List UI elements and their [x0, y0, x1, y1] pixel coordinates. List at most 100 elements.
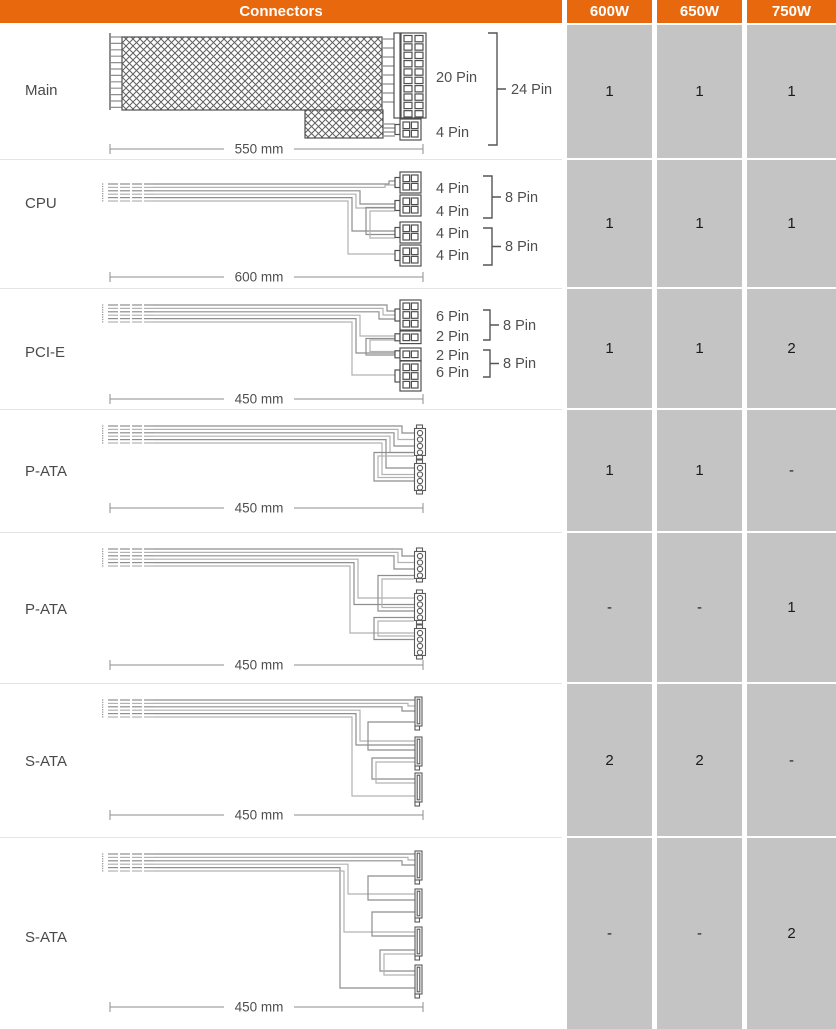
pin-label: 2 Pin — [436, 348, 469, 364]
header-watt-600: 600W — [567, 0, 652, 23]
value-pcie-650w: 1 — [657, 289, 742, 410]
header-watt-650: 650W — [657, 0, 742, 23]
pin-label: 4 Pin — [436, 125, 469, 141]
wire-bundle — [102, 183, 154, 202]
row-label: PCI-E — [25, 344, 65, 361]
value-sata2-750w: 2 — [747, 838, 836, 1029]
column-gap — [652, 684, 657, 838]
diagram-cpu-cable: CPU 4 Pin 4 Pin 4 Pin 4 Pin 8 Pin — [0, 160, 562, 289]
pata-cable-diagram: P-ATA 450 mm — [25, 547, 427, 673]
cpu-cable-diagram: CPU 4 Pin 4 Pin 4 Pin 4 Pin 8 Pin — [25, 171, 538, 285]
bracket-8pin — [483, 227, 501, 266]
diagram-sata-cable-2: S-ATA 450 mm — [0, 838, 562, 1029]
length-label: 450 mm — [235, 392, 284, 407]
connector-sata — [414, 736, 423, 771]
value-main-650w: 1 — [657, 25, 742, 160]
measurement: 600 mm — [109, 270, 424, 285]
value-sata1-650w: 2 — [657, 684, 742, 838]
value-sata1-750w: - — [747, 684, 836, 838]
header-divider — [0, 23, 836, 25]
diagram-pata-cable-2: P-ATA 450 mm — [0, 533, 562, 684]
connector-molex — [413, 589, 427, 625]
column-gap — [742, 533, 747, 684]
column-gap — [742, 25, 747, 160]
row-divider — [0, 683, 562, 684]
pin-label: 6 Pin — [436, 365, 469, 381]
connector-6pin — [394, 360, 422, 392]
bracket-8pin — [483, 349, 499, 378]
column-gap — [742, 160, 747, 289]
connector-6pin — [394, 299, 422, 331]
wire-bundle — [102, 699, 154, 718]
wire-bundle — [102, 853, 154, 872]
connector-sata — [414, 696, 423, 731]
measurement: 550 mm — [109, 142, 424, 157]
connector-molex — [413, 547, 427, 583]
length-label: 550 mm — [235, 142, 284, 157]
row-label: P-ATA — [25, 463, 67, 480]
row-divider — [0, 837, 562, 838]
column-gap — [562, 533, 567, 684]
pata-cable-diagram: P-ATA 450 mm — [25, 424, 427, 516]
bracket-8pin — [483, 175, 501, 219]
row-label: S-ATA — [25, 753, 67, 770]
wires — [154, 180, 395, 255]
column-gap — [562, 160, 567, 289]
diagram-main-cable: Main 20 Pin 4 Pin — [0, 25, 562, 160]
wire-stubs — [110, 36, 122, 108]
column-gap — [562, 684, 567, 838]
value-sata2-650w: - — [657, 838, 742, 1029]
column-gap — [742, 0, 747, 23]
value-cpu-750w: 1 — [747, 160, 836, 289]
header-connectors: Connectors — [0, 0, 562, 23]
connector-sata — [414, 964, 423, 999]
row-label: P-ATA — [25, 601, 67, 618]
connector-4pin — [394, 244, 422, 267]
wires — [154, 548, 414, 641]
wires — [154, 853, 415, 989]
connector-20pin-cells — [403, 34, 424, 118]
wire-bundle — [102, 548, 154, 567]
length-label: 600 mm — [235, 270, 284, 285]
row-label: CPU — [25, 195, 57, 212]
header-watt-750: 750W — [747, 0, 836, 23]
value-main-750w: 1 — [747, 25, 836, 160]
pin-label: 2 Pin — [436, 329, 469, 345]
value-pata1-650w: 1 — [657, 410, 742, 533]
pin-label: 4 Pin — [436, 204, 469, 220]
connector-2pin — [394, 330, 422, 345]
value-cpu-600w: 1 — [567, 160, 652, 289]
row-divider — [0, 288, 562, 289]
column-gap — [652, 0, 657, 23]
branch-stub-wires — [383, 123, 395, 137]
column-gap — [652, 838, 657, 1029]
wire-bundle — [102, 304, 154, 323]
connector-4pin — [394, 194, 422, 217]
braided-branch — [304, 109, 384, 139]
sata-cable-diagram: S-ATA 450 mm — [25, 696, 424, 823]
length-label: 450 mm — [235, 808, 284, 823]
row-divider — [0, 159, 562, 160]
value-pata1-600w: 1 — [567, 410, 652, 533]
wires — [154, 699, 415, 797]
connector-sata — [414, 850, 423, 885]
pin-group-label: 8 Pin — [503, 318, 536, 334]
column-gap — [562, 25, 567, 160]
value-pata1-750w: - — [747, 410, 836, 533]
measurement: 450 mm — [109, 392, 424, 407]
value-pata2-600w: - — [567, 533, 652, 684]
column-gap — [652, 289, 657, 410]
column-gap — [652, 410, 657, 533]
column-gap — [562, 410, 567, 533]
length-label: 450 mm — [235, 658, 284, 673]
connector-stub-wires — [382, 38, 394, 103]
column-gap — [742, 289, 747, 410]
pin-group-label: 8 Pin — [503, 356, 536, 372]
braided-sleeve — [121, 36, 383, 111]
column-gap — [652, 533, 657, 684]
connector-molex — [413, 624, 427, 660]
value-sata2-600w: - — [567, 838, 652, 1029]
pin-label: 4 Pin — [436, 181, 469, 197]
value-pcie-600w: 1 — [567, 289, 652, 410]
